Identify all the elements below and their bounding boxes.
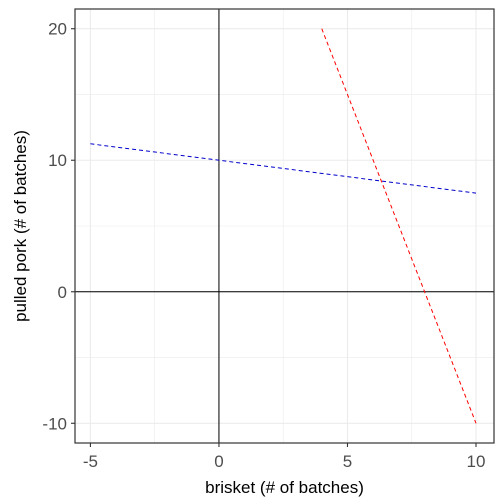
y-axis-ticks: -10 0 10 20 [42,20,75,433]
y-tick-label: -10 [42,414,67,433]
y-tick-label: 20 [48,20,67,39]
series-line-1 [90,143,477,194]
y-tick-label: 10 [48,151,67,170]
panel-border [74,8,495,444]
x-axis-ticks: -5 0 5 10 [83,443,486,471]
x-tick-label: 0 [214,452,223,471]
y-axis-title: pulled pork (# of batches) [11,130,30,322]
x-tick-label: 10 [467,452,486,471]
x-tick-label: 5 [343,452,352,471]
y-tick-label: 0 [58,283,67,302]
series-lines [90,28,477,424]
x-tick-label: -5 [83,452,98,471]
x-axis-title: brisket (# of batches) [205,478,364,497]
minor-gridlines [75,9,494,443]
series-line-2 [321,28,477,424]
